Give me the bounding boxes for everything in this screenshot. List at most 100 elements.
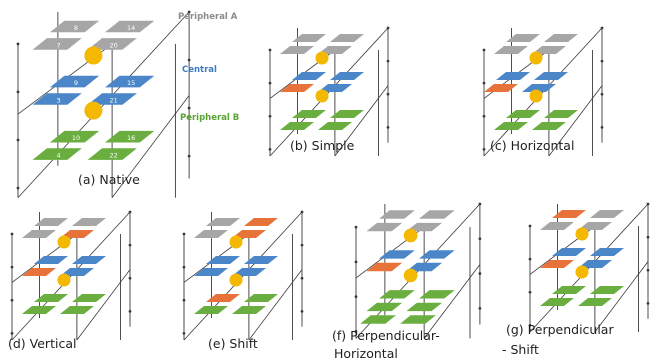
frame-dot bbox=[354, 330, 358, 333]
frame-dot bbox=[10, 232, 14, 236]
tile-f-0-3 bbox=[406, 222, 443, 232]
tile-a-0-2 bbox=[32, 38, 82, 50]
panel-g bbox=[528, 202, 650, 333]
frame-dot bbox=[646, 202, 650, 206]
frame-dot bbox=[386, 59, 390, 63]
node-a-1 bbox=[84, 101, 103, 120]
frame-diagonal-2 bbox=[111, 95, 190, 198]
frame-dot bbox=[182, 232, 186, 236]
tile-d-0-3 bbox=[60, 230, 94, 238]
caption-g-line1: (g) Perpendicular bbox=[506, 322, 614, 337]
frame-dot bbox=[300, 276, 304, 280]
tile-a-2-3 bbox=[87, 148, 137, 160]
node-e-0 bbox=[229, 235, 243, 249]
tile-number: 21 bbox=[110, 96, 118, 104]
tile-d-2-3 bbox=[60, 306, 94, 314]
frame-dot bbox=[478, 202, 482, 206]
tile-c-2-2 bbox=[494, 122, 528, 130]
tile-b-2-0 bbox=[292, 110, 326, 118]
frame-dot bbox=[182, 331, 186, 335]
frame-dot bbox=[528, 323, 532, 327]
frame-dot bbox=[478, 306, 482, 310]
tile-number: 20 bbox=[110, 41, 118, 49]
tile-a-1-1 bbox=[105, 75, 155, 88]
tile-b-0-1 bbox=[330, 34, 364, 42]
tile-g-1-3 bbox=[578, 260, 612, 268]
tile-f-0-2 bbox=[366, 222, 403, 232]
tile-e-0-1 bbox=[244, 218, 278, 226]
tile-g-2-2 bbox=[540, 298, 574, 306]
frame-dot bbox=[187, 58, 191, 62]
frame-dot bbox=[128, 276, 132, 280]
tile-c-1-0 bbox=[496, 72, 530, 80]
tile-a-0-3 bbox=[87, 38, 137, 50]
panel-c bbox=[482, 26, 604, 157]
frame-dot bbox=[354, 260, 358, 264]
tile-number: 22 bbox=[110, 152, 118, 160]
tile-e-1-3 bbox=[232, 268, 266, 276]
tile-f-2-2 bbox=[366, 302, 403, 312]
tile-g-2-1 bbox=[590, 286, 624, 294]
peripheral-a-label: Peripheral A bbox=[178, 12, 238, 22]
frame-dot bbox=[300, 210, 304, 214]
tile-a-1-2 bbox=[32, 93, 82, 105]
tile-a-1-3 bbox=[87, 93, 137, 105]
frame-diagonal-2 bbox=[76, 269, 131, 341]
tile-c-2-0 bbox=[506, 110, 540, 118]
frame-dot bbox=[482, 81, 486, 85]
tile-e-2-0 bbox=[206, 294, 240, 302]
tile-c-0-1 bbox=[544, 34, 578, 42]
tile-c-0-2 bbox=[494, 46, 528, 54]
tile-number: 15 bbox=[127, 79, 135, 87]
tile-e-2-2 bbox=[194, 306, 228, 314]
frame-dot bbox=[600, 92, 604, 96]
frame-dot bbox=[16, 90, 20, 94]
frame-dot bbox=[600, 59, 604, 63]
node-a-0 bbox=[84, 46, 103, 65]
frame-dot bbox=[268, 48, 272, 52]
tile-a-1-0 bbox=[49, 75, 100, 88]
panel-e bbox=[182, 210, 304, 341]
tile-f-0-0 bbox=[379, 210, 415, 219]
tile-e-1-1 bbox=[244, 256, 278, 264]
frame-dot bbox=[354, 295, 358, 299]
tile-e-0-2 bbox=[194, 230, 228, 238]
tile-c-2-3 bbox=[532, 122, 566, 130]
tile-e-2-3 bbox=[232, 306, 266, 314]
frame-diagonal-2 bbox=[594, 261, 649, 333]
tile-number: 14 bbox=[127, 24, 135, 32]
tile-number: 7 bbox=[57, 41, 61, 49]
caption-d: (d) Vertical bbox=[8, 336, 77, 351]
node-b-0 bbox=[315, 51, 329, 65]
frame-dot bbox=[646, 235, 650, 239]
frame-dot bbox=[10, 331, 14, 335]
tile-f-1-1 bbox=[419, 250, 455, 259]
tile-g-2-3 bbox=[578, 298, 612, 306]
tile-number: 3 bbox=[57, 96, 61, 104]
frame-dot bbox=[16, 42, 20, 46]
tile-f-1-3 bbox=[406, 262, 443, 272]
frame-dot bbox=[268, 147, 272, 151]
tile-g-0-0 bbox=[552, 210, 586, 218]
frame-dot bbox=[187, 106, 191, 110]
tile-b-2-2 bbox=[280, 122, 314, 130]
tile-b-0-3 bbox=[318, 46, 352, 54]
panel-f bbox=[354, 202, 482, 339]
frame-dot bbox=[528, 290, 532, 294]
frame-dot bbox=[268, 81, 272, 85]
tile-a-0-1 bbox=[105, 20, 155, 33]
node-d-0 bbox=[57, 235, 71, 249]
tile-number: 10 bbox=[72, 134, 80, 142]
frame-dot bbox=[128, 243, 132, 247]
tile-d-2-2 bbox=[22, 306, 56, 314]
tile-a-2-0 bbox=[49, 130, 100, 143]
frame-dot bbox=[478, 272, 482, 275]
tile-f-0-1 bbox=[419, 210, 455, 219]
tile-d-1-1 bbox=[72, 256, 106, 264]
tile-f-1-2 bbox=[366, 262, 403, 272]
node-c-0 bbox=[529, 51, 543, 65]
frame-dot bbox=[646, 268, 650, 272]
caption-a: (a) Native bbox=[78, 172, 140, 187]
node-e-1 bbox=[229, 273, 243, 287]
